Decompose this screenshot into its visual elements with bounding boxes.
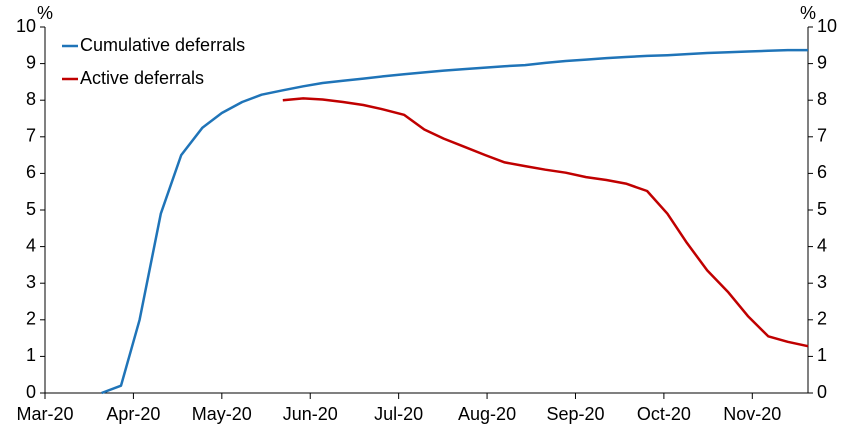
y2-axis-label: % xyxy=(800,3,816,23)
y-tick-label: 5 xyxy=(26,199,36,219)
y-tick-label: 8 xyxy=(26,89,36,109)
y2-tick-label: 0 xyxy=(817,382,827,402)
y2-tick-label: 8 xyxy=(817,89,827,109)
legend-label: Active deferrals xyxy=(80,68,204,88)
y2-tick-label: 9 xyxy=(817,52,827,72)
y2-tick-label: 1 xyxy=(817,345,827,365)
y-tick-label: 4 xyxy=(26,235,36,255)
y-axis-label: % xyxy=(37,3,53,23)
y-tick-label: 3 xyxy=(26,272,36,292)
y2-tick-label: 3 xyxy=(817,272,827,292)
x-tick-label: Oct-20 xyxy=(637,404,691,424)
y2-tick-label: 7 xyxy=(817,126,827,146)
y2-tick-label: 5 xyxy=(817,199,827,219)
y2-tick-label: 6 xyxy=(817,162,827,182)
y-tick-label: 2 xyxy=(26,309,36,329)
x-tick-label: Mar-20 xyxy=(16,404,73,424)
y-tick-label: 1 xyxy=(26,345,36,365)
y-tick-label: 7 xyxy=(26,126,36,146)
y-tick-label: 10 xyxy=(16,16,36,36)
y2-tick-label: 10 xyxy=(817,16,837,36)
legend-label: Cumulative deferrals xyxy=(80,35,245,55)
y-tick-label: 0 xyxy=(26,382,36,402)
y2-tick-label: 2 xyxy=(817,309,827,329)
y-tick-label: 9 xyxy=(26,52,36,72)
x-tick-label: Jul-20 xyxy=(374,404,423,424)
x-tick-label: May-20 xyxy=(192,404,252,424)
series-line xyxy=(101,48,808,395)
x-tick-label: Aug-20 xyxy=(458,404,516,424)
x-tick-label: Jun-20 xyxy=(283,404,338,424)
x-tick-label: Sep-20 xyxy=(546,404,604,424)
series-line xyxy=(282,97,809,348)
x-tick-label: Apr-20 xyxy=(106,404,160,424)
x-tick-label: Nov-20 xyxy=(723,404,781,424)
y-tick-label: 6 xyxy=(26,162,36,182)
y2-tick-label: 4 xyxy=(817,235,827,255)
